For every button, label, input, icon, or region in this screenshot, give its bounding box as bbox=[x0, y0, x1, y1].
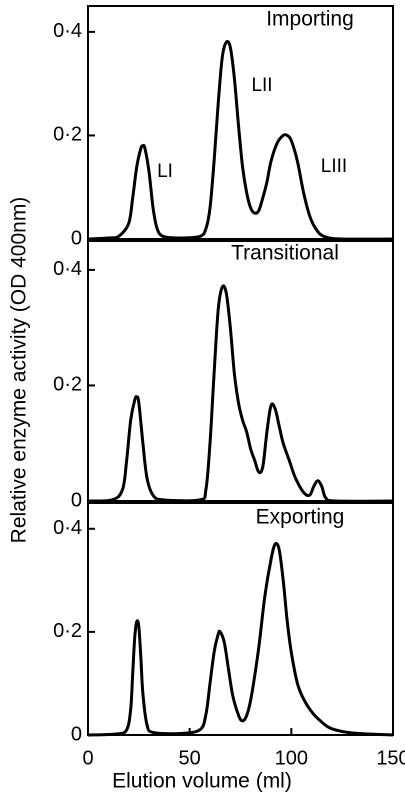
curve bbox=[87, 541, 394, 737]
x-tick-label: 100 bbox=[275, 747, 308, 769]
y-tick-label: 0·4 bbox=[53, 258, 82, 280]
y-tick-label: 0·2 bbox=[53, 620, 82, 642]
y-tick-label: 0 bbox=[71, 723, 82, 745]
y-axis-label: Relative enzyme activity (OD 400nm) bbox=[8, 197, 31, 544]
peak-label: LII bbox=[251, 75, 272, 96]
x-tick-label: 50 bbox=[179, 747, 201, 769]
x-tick-label: 0 bbox=[82, 747, 93, 769]
y-tick-label: 0 bbox=[71, 489, 82, 511]
panel-frame bbox=[87, 5, 394, 240]
peak-label: LI bbox=[157, 161, 173, 182]
curve bbox=[87, 284, 394, 503]
y-tick-label: 0·4 bbox=[53, 517, 82, 539]
panel-title: Transitional bbox=[231, 242, 339, 265]
panel-frame bbox=[87, 240, 394, 502]
y-tick-label: 0 bbox=[71, 227, 82, 249]
panel-title: Importing bbox=[266, 8, 354, 31]
y-tick-label: 0·2 bbox=[53, 374, 82, 396]
y-tick-label: 0·2 bbox=[53, 124, 82, 146]
curve bbox=[87, 39, 394, 241]
peak-label: LIII bbox=[321, 156, 347, 177]
panel-title: Exporting bbox=[256, 506, 345, 529]
x-axis-label: Elution volume (ml) bbox=[112, 770, 292, 793]
panel-frame bbox=[87, 502, 394, 736]
y-tick-label: 0·4 bbox=[53, 20, 82, 42]
x-tick-label: 150 bbox=[376, 747, 405, 769]
